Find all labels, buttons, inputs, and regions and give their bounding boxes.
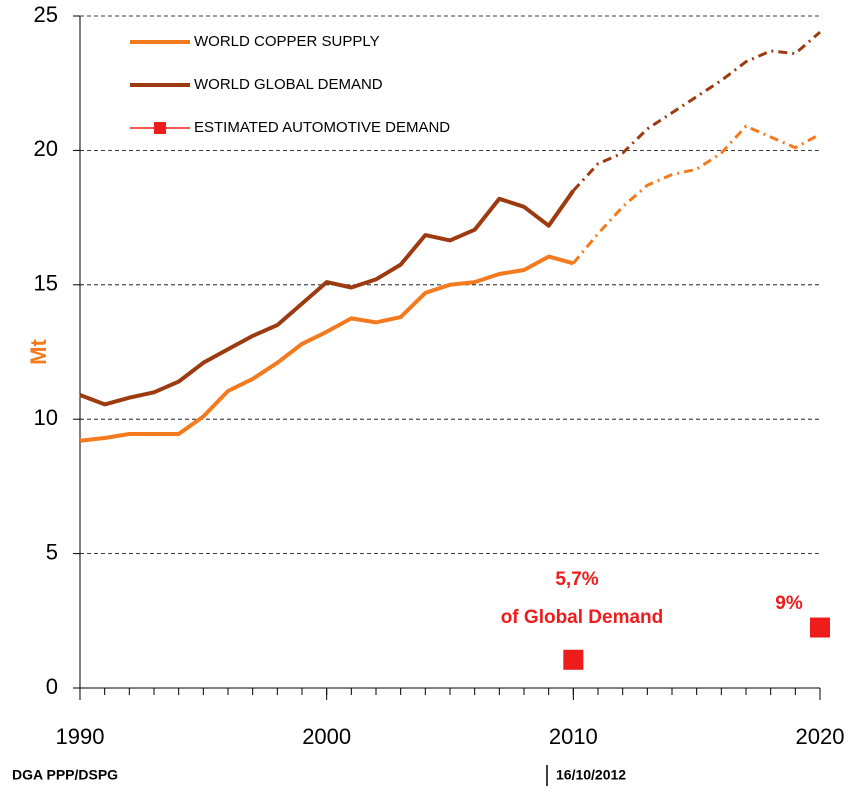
y-tick-label: 20	[34, 136, 58, 161]
projected-line	[572, 124, 821, 265]
annotation: 9%	[775, 593, 803, 614]
x-tick-label: 1990	[56, 724, 105, 749]
x-tick-label: 2020	[796, 724, 845, 749]
projected-line	[572, 30, 821, 192]
y-tick-label: 5	[46, 539, 58, 564]
annotation: 5,7%	[555, 569, 598, 590]
annotation: of Global Demand	[501, 607, 664, 628]
legend-label: ESTIMATED AUTOMOTIVE DEMAND	[194, 119, 450, 136]
line	[79, 189, 575, 407]
y-axis-label: Mt	[26, 339, 51, 365]
y-tick-label: 0	[46, 674, 58, 699]
legend-label: WORLD GLOBAL DEMAND	[194, 76, 383, 93]
marker	[563, 649, 584, 670]
marker	[810, 617, 830, 638]
y-tick-label: 15	[34, 271, 58, 296]
x-tick-label: 2010	[549, 724, 598, 749]
footer-date: 16/10/2012	[556, 767, 626, 783]
legend-marker	[154, 122, 166, 134]
y-tick-label: 25	[34, 2, 58, 27]
y-tick-label: 10	[34, 405, 58, 430]
footer-text: DGA PPP/DSPG	[12, 767, 118, 783]
legend-label: WORLD COPPER SUPPLY	[194, 33, 380, 50]
x-tick-label: 2000	[302, 724, 351, 749]
line	[79, 254, 574, 443]
